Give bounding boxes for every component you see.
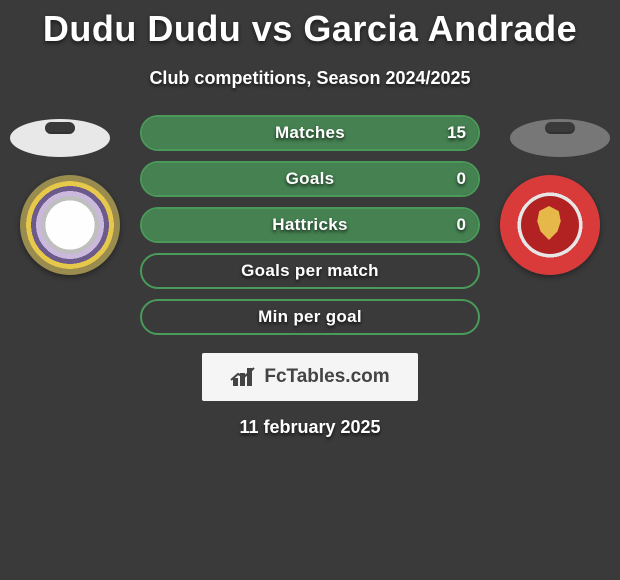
stat-label: Matches	[275, 123, 345, 143]
stat-row: Min per goal	[140, 299, 480, 335]
stat-value-right: 0	[457, 215, 466, 235]
club-badge-right	[500, 175, 600, 275]
branding-badge: FcTables.com	[202, 353, 418, 401]
subtitle: Club competitions, Season 2024/2025	[0, 68, 620, 89]
stat-label: Goals per match	[241, 261, 379, 281]
stat-value-right: 15	[447, 123, 466, 143]
date-wrap: 11 february 2025	[0, 417, 620, 438]
chart-icon	[230, 366, 258, 388]
stat-label: Goals	[286, 169, 335, 189]
jersey-left	[10, 119, 110, 157]
comparison-date: 11 february 2025	[239, 417, 380, 437]
stat-rows: Matches 15 Goals 0 Hattricks 0 Goals per match…	[140, 115, 480, 345]
stat-label: Hattricks	[272, 215, 347, 235]
stat-row: Goals 0	[140, 161, 480, 197]
stat-row: Matches 15	[140, 115, 480, 151]
stat-value-right: 0	[457, 169, 466, 189]
jersey-right	[510, 119, 610, 157]
stat-label: Min per goal	[258, 307, 362, 327]
page-title: Dudu Dudu vs Garcia Andrade	[0, 0, 620, 50]
stat-row: Hattricks 0	[140, 207, 480, 243]
club-badge-left	[20, 175, 120, 275]
branding-text: FcTables.com	[264, 366, 389, 388]
stat-row: Goals per match	[140, 253, 480, 289]
